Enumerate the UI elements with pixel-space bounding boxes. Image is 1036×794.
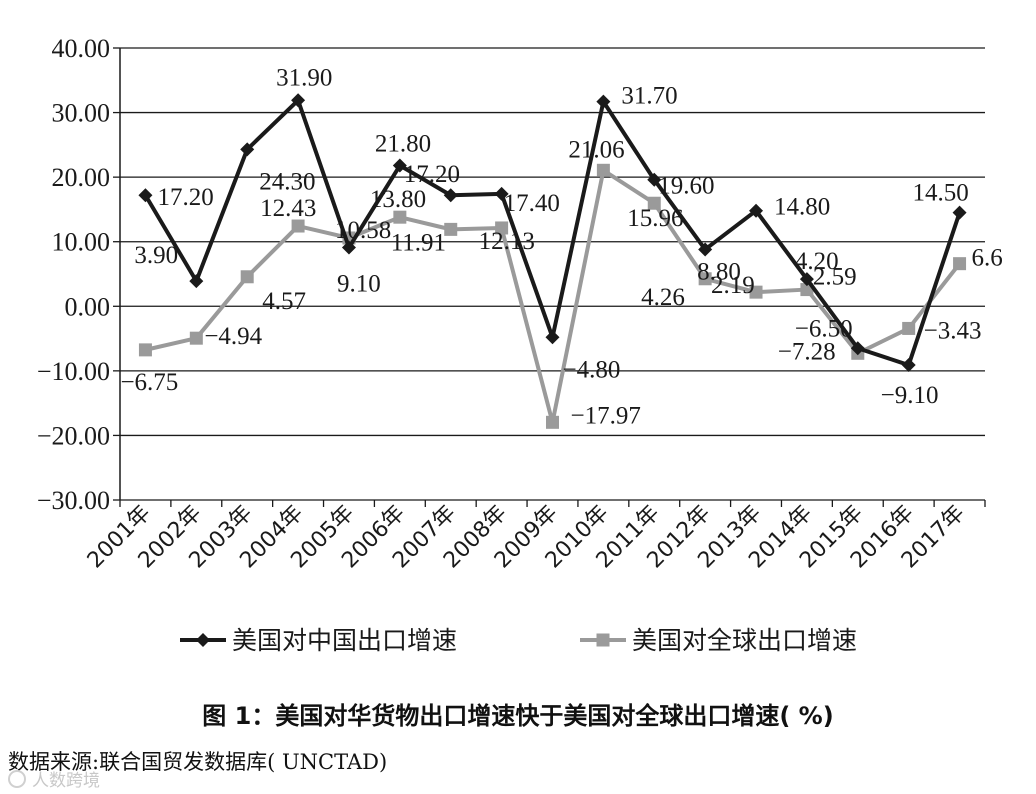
y-axis-ticks: 40.00 30.00 20.00 10.00 0.00 −10.00 −20.00 −30.… xyxy=(37,34,110,515)
data-label: 11.91 xyxy=(391,229,446,256)
data-label: 15.96 xyxy=(627,205,683,232)
data-point xyxy=(952,205,967,220)
y-tick-label: 30.00 xyxy=(52,99,111,128)
data-point xyxy=(647,196,661,210)
legend-label: 美国对中国出口增速 xyxy=(232,626,457,655)
data-label: 17.20 xyxy=(157,184,213,211)
chart-legend: 美国对中国出口增速 美国对全球出口增速 xyxy=(180,626,857,655)
data-point xyxy=(138,343,152,357)
watermark-logo-icon xyxy=(8,769,26,788)
data-point xyxy=(749,203,764,218)
data-point xyxy=(749,285,763,299)
data-label: 31.70 xyxy=(621,83,677,110)
data-label: −6.50 xyxy=(795,315,853,342)
data-point xyxy=(443,188,458,203)
watermark-text: 人数跨境 xyxy=(32,771,100,791)
data-point xyxy=(495,221,509,235)
legend-label: 美国对全球出口增速 xyxy=(632,626,857,655)
y-tick-label: 10.00 xyxy=(52,228,111,257)
legend-marker xyxy=(596,633,610,647)
data-label: 2.59 xyxy=(813,264,857,291)
data-point xyxy=(546,415,559,429)
data-label: 31.90 xyxy=(276,64,332,91)
data-label: 4.57 xyxy=(262,288,306,315)
data-label: 17.20 xyxy=(404,161,460,188)
data-point xyxy=(850,341,865,356)
watermark: 人数跨境 xyxy=(8,766,100,791)
data-label: 13.80 xyxy=(370,186,426,213)
data-label: 9.10 xyxy=(337,271,381,298)
data-label: −17.97 xyxy=(571,402,641,429)
data-point xyxy=(393,210,407,224)
y-tick-label: −10.00 xyxy=(37,357,110,386)
data-point xyxy=(341,240,356,255)
x-axis-ticks: 2001年2002年2003年2004年2005年2006年2007年2008年… xyxy=(83,500,986,573)
data-label: 3.90 xyxy=(134,242,178,269)
data-point xyxy=(138,188,153,203)
data-label: 14.50 xyxy=(913,180,969,207)
data-label: −3.43 xyxy=(924,317,982,344)
data-point xyxy=(189,274,204,289)
data-point xyxy=(596,94,611,109)
data-label: 10.58 xyxy=(335,217,391,244)
data-label: 6.6 xyxy=(972,245,1003,272)
data-label: −4.94 xyxy=(204,323,262,350)
data-label: 12.43 xyxy=(260,195,316,222)
data-label: −7.28 xyxy=(778,338,836,365)
data-point xyxy=(444,222,458,236)
data-point xyxy=(494,186,509,201)
data-label: 24.30 xyxy=(259,168,315,195)
data-point xyxy=(953,257,967,271)
data-point xyxy=(902,321,916,335)
y-tick-label: 20.00 xyxy=(52,163,111,192)
figure-caption: 图 1：美国对华货物出口增速快于美国对全球出口增速( %) xyxy=(202,702,834,730)
data-label: −6.75 xyxy=(120,369,178,396)
line-chart: 40.00 30.00 20.00 10.00 0.00 −10.00 −20.00 −30.… xyxy=(37,34,1003,655)
data-point xyxy=(596,163,610,177)
data-label: 12.13 xyxy=(479,228,535,255)
data-label: 8.80 xyxy=(697,258,741,285)
chart-data-labels: 17.20 3.90 24.30 31.90 9.10 21.80 17.20 17.40 −4… xyxy=(120,64,1002,429)
data-point xyxy=(647,172,662,187)
data-source: 数据来源:联合国贸发数据库( UNCTAD) xyxy=(8,750,388,774)
data-label: −4.80 xyxy=(563,356,621,383)
data-point xyxy=(189,331,203,345)
data-label: 14.80 xyxy=(774,194,830,221)
data-point xyxy=(698,272,712,286)
data-label: 4.26 xyxy=(641,284,685,311)
data-point xyxy=(901,358,916,373)
data-label: 19.60 xyxy=(658,173,714,200)
data-point xyxy=(240,270,254,284)
data-label: 21.06 xyxy=(568,136,624,163)
chart-series xyxy=(138,93,967,429)
y-tick-label: 0.00 xyxy=(65,292,111,321)
legend-marker xyxy=(196,633,210,647)
data-point xyxy=(240,142,255,157)
data-point xyxy=(291,93,306,108)
data-label: −9.10 xyxy=(881,382,939,409)
data-point xyxy=(291,219,305,233)
chart-gridlines xyxy=(113,47,985,501)
data-point xyxy=(698,242,713,257)
data-point xyxy=(799,272,814,287)
data-point xyxy=(392,158,407,173)
data-label: 4.20 xyxy=(795,248,839,275)
y-tick-label: 40.00 xyxy=(52,34,111,63)
data-point xyxy=(545,330,560,345)
data-label: 17.40 xyxy=(504,190,560,217)
y-tick-label: −30.00 xyxy=(37,486,110,515)
data-label: 2.19 xyxy=(711,272,755,299)
data-label: 21.80 xyxy=(375,131,431,158)
y-tick-label: −20.00 xyxy=(37,421,110,450)
